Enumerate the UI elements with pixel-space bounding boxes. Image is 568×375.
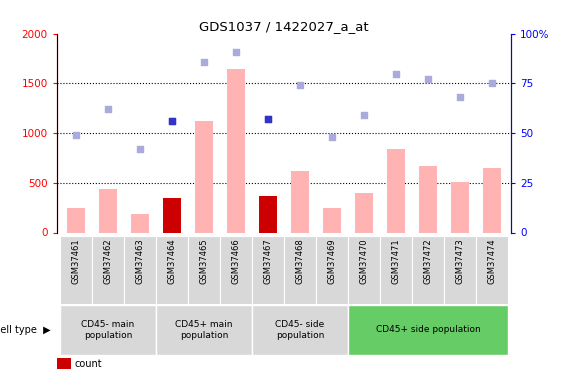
FancyBboxPatch shape: [252, 305, 348, 355]
Text: GSM37466: GSM37466: [232, 238, 240, 284]
Bar: [323, 208, 341, 232]
Text: GSM37467: GSM37467: [264, 238, 273, 284]
Point: [264, 116, 273, 122]
Text: CD45- main
population: CD45- main population: [81, 320, 135, 340]
Point: [199, 58, 208, 64]
Point: [391, 70, 400, 76]
FancyBboxPatch shape: [476, 236, 508, 304]
Bar: [419, 166, 437, 232]
FancyBboxPatch shape: [316, 236, 348, 304]
FancyBboxPatch shape: [156, 305, 252, 355]
Title: GDS1037 / 1422027_a_at: GDS1037 / 1422027_a_at: [199, 20, 369, 33]
FancyBboxPatch shape: [220, 236, 252, 304]
FancyBboxPatch shape: [156, 236, 188, 304]
Point: [424, 76, 433, 82]
Bar: [291, 171, 309, 232]
Point: [487, 81, 496, 87]
Text: CD45- side
population: CD45- side population: [275, 320, 325, 340]
FancyBboxPatch shape: [348, 236, 380, 304]
Text: CD45+ main
population: CD45+ main population: [176, 320, 233, 340]
Text: count: count: [75, 359, 103, 369]
Text: GSM37474: GSM37474: [487, 238, 496, 284]
Point: [295, 82, 304, 88]
Point: [168, 118, 177, 124]
Point: [103, 106, 112, 112]
FancyBboxPatch shape: [444, 236, 476, 304]
Bar: [195, 121, 213, 232]
Text: GSM37462: GSM37462: [103, 238, 112, 284]
Point: [456, 94, 465, 100]
Point: [360, 112, 369, 118]
Bar: [483, 168, 501, 232]
Text: GSM37463: GSM37463: [136, 238, 144, 284]
Point: [72, 132, 81, 138]
Bar: [99, 189, 117, 232]
Text: cell type  ▶: cell type ▶: [0, 325, 51, 335]
Text: GSM37461: GSM37461: [72, 238, 81, 284]
Bar: [131, 214, 149, 232]
Bar: [67, 208, 85, 232]
FancyBboxPatch shape: [60, 305, 156, 355]
FancyBboxPatch shape: [124, 236, 156, 304]
FancyBboxPatch shape: [188, 236, 220, 304]
FancyBboxPatch shape: [380, 236, 412, 304]
Bar: [451, 182, 469, 232]
Point: [168, 118, 177, 124]
FancyBboxPatch shape: [92, 236, 124, 304]
FancyBboxPatch shape: [252, 236, 284, 304]
Point: [328, 134, 337, 140]
Bar: [259, 196, 277, 232]
Bar: [387, 149, 405, 232]
Point: [264, 116, 273, 122]
Text: GSM37473: GSM37473: [456, 238, 465, 284]
Bar: [355, 193, 373, 232]
Text: GSM37469: GSM37469: [328, 238, 336, 284]
Point: [135, 146, 144, 152]
Bar: [227, 69, 245, 232]
FancyBboxPatch shape: [412, 236, 444, 304]
FancyBboxPatch shape: [284, 236, 316, 304]
Text: GSM37472: GSM37472: [424, 238, 432, 284]
Text: GSM37464: GSM37464: [168, 238, 177, 284]
FancyBboxPatch shape: [348, 305, 508, 355]
Text: CD45+ side population: CD45+ side population: [375, 326, 481, 334]
Bar: [163, 198, 181, 232]
Text: GSM37470: GSM37470: [360, 238, 369, 284]
Text: GSM37471: GSM37471: [391, 238, 400, 284]
FancyBboxPatch shape: [60, 236, 92, 304]
Text: GSM37468: GSM37468: [295, 238, 304, 284]
Point: [231, 49, 240, 55]
Text: GSM37465: GSM37465: [199, 238, 208, 284]
